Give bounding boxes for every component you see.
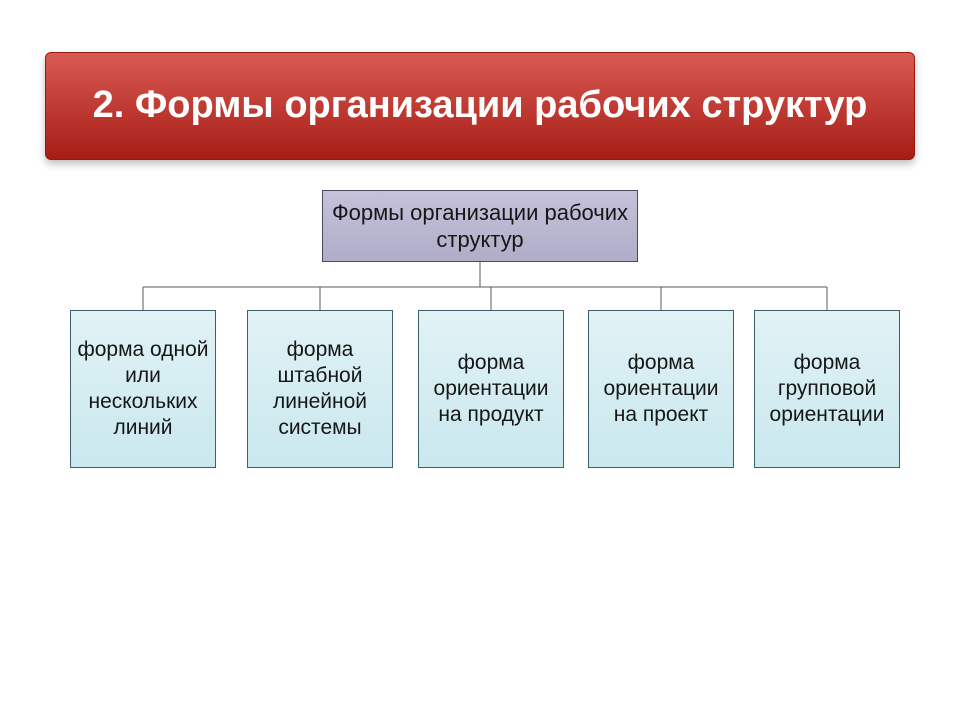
- tree-child-node: форма групповой ориентации: [754, 310, 900, 468]
- tree-root-label: Формы организации рабочих структур: [329, 199, 631, 254]
- tree-child-node: форма ориентации на продукт: [418, 310, 564, 468]
- tree-child-node: форма ориентации на проект: [588, 310, 734, 468]
- tree-child-node: форма штабной линейной системы: [247, 310, 393, 468]
- tree-child-node: форма одной или нескольких линий: [70, 310, 216, 468]
- tree-child-label: форма одной или нескольких линий: [77, 337, 209, 442]
- slide-title-banner: 2. Формы организации рабочих структур: [45, 52, 915, 160]
- tree-root-node: Формы организации рабочих структур: [322, 190, 638, 262]
- tree-child-label: форма ориентации на проект: [595, 350, 727, 429]
- slide: 2. Формы организации рабочих структур Фо…: [0, 0, 960, 720]
- tree-child-label: форма групповой ориентации: [761, 350, 893, 429]
- tree-child-label: форма штабной линейной системы: [254, 337, 386, 442]
- tree-child-label: форма ориентации на продукт: [425, 350, 557, 429]
- slide-title-text: 2. Формы организации рабочих структур: [93, 84, 868, 128]
